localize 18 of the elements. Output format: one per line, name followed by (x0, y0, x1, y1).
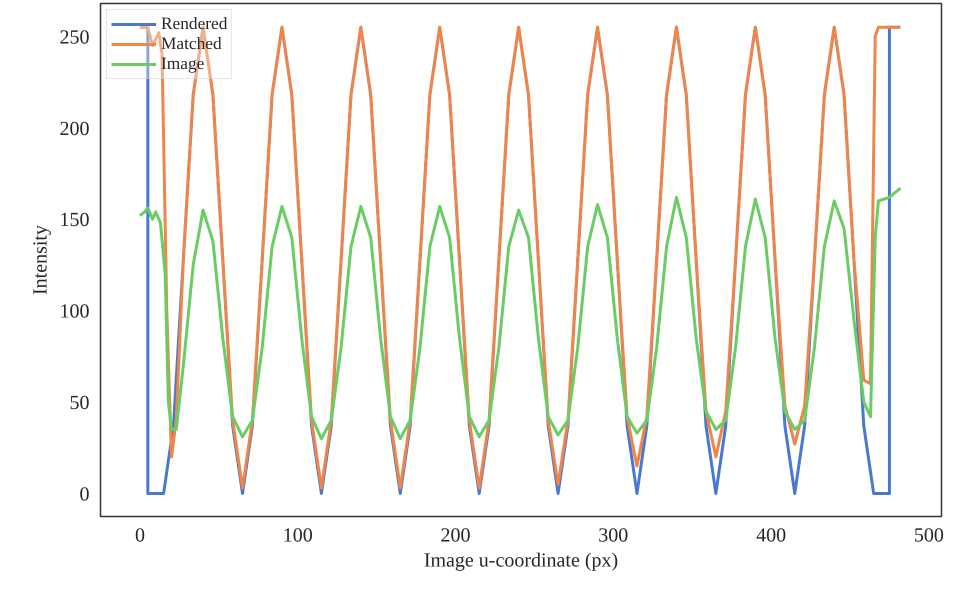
x-tick-label: 300 (598, 524, 628, 546)
x-tick-label: 0 (134, 524, 145, 546)
y-tick-label: 150 (60, 209, 90, 232)
y-tick-label: 100 (60, 300, 90, 323)
x-axis-title: Image u-coordinate (px) (424, 550, 618, 572)
y-tick-label: 50 (70, 392, 90, 414)
y-tick-label: 200 (60, 118, 90, 140)
x-tick-label: 500 (914, 524, 944, 546)
legend-label: Matched (161, 34, 222, 54)
x-tick-label: 400 (756, 524, 786, 546)
x-tick-label: 100 (282, 524, 313, 546)
y-tick-label: 0 (80, 483, 90, 506)
x-tick-label: 200 (440, 524, 471, 546)
legend-label: Image (161, 54, 204, 74)
legend-label: Rendered (161, 14, 228, 34)
line-series (138, 186, 902, 440)
y-axis-title: Intensity (30, 224, 52, 295)
y-tick-label: 250 (60, 26, 90, 48)
